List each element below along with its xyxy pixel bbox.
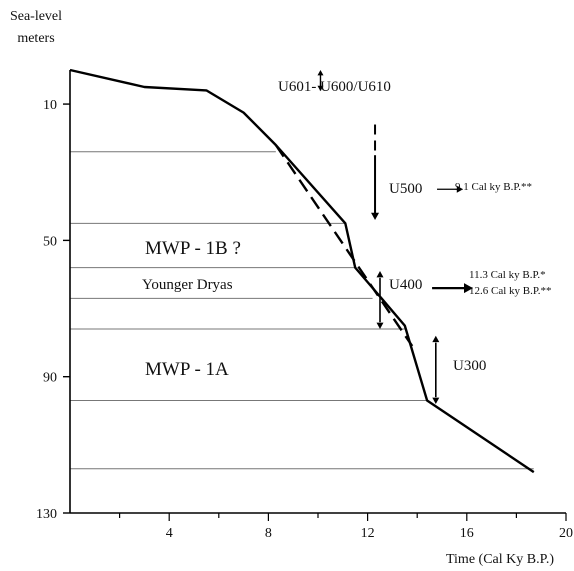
- axes: [63, 70, 567, 521]
- mwp1b-label: MWP - 1B ?: [145, 238, 241, 259]
- sea-level-curves: [69, 68, 535, 474]
- u500-age-label: 9.1 Cal ky B.P.**: [455, 181, 532, 193]
- tick-labels: 10 50 90 130 4 8 12 16 20: [36, 98, 573, 541]
- u601-arrow-head-down: [317, 85, 324, 92]
- u601-label: U601- U600/U610: [278, 79, 391, 95]
- u500-arrow-head: [371, 212, 380, 220]
- u601-arrow-head-up: [317, 70, 324, 76]
- u300-arrow-head-down: [432, 397, 440, 404]
- u400-arrow-head-down: [376, 322, 384, 329]
- series-line-solid: [69, 68, 535, 474]
- series-line-dashed: [274, 144, 414, 347]
- mwp1a-label: MWP - 1A: [145, 359, 229, 380]
- u400-label: U400: [389, 277, 422, 293]
- y-tick-label-50: 50: [43, 234, 57, 249]
- younger-dryas-label: Younger Dryas: [142, 277, 233, 293]
- u300-arrow-head-up: [432, 335, 440, 343]
- x-axis-title: Time (Cal Ky B.P.): [446, 552, 554, 567]
- u400-age1-label: 11.3 Cal ky B.P.*: [469, 269, 546, 281]
- y-axis-title-line1: Sea-level: [10, 9, 62, 24]
- x-tick-label-20: 20: [559, 526, 573, 541]
- x-tick-label-12: 12: [361, 526, 375, 541]
- y-tick-label-10: 10: [43, 98, 57, 113]
- y-axis-title-line2: meters: [17, 31, 54, 46]
- u300-label: U300: [453, 358, 486, 374]
- u500-label: U500: [389, 181, 422, 197]
- y-tick-label-90: 90: [43, 371, 57, 386]
- u400-age2-label: 12.6 Cal ky B.P.**: [469, 285, 552, 297]
- x-tick-label-4: 4: [166, 526, 173, 541]
- x-tick-label-8: 8: [265, 526, 272, 541]
- u400-right-arrow-head: [464, 283, 473, 294]
- u500-right-arrow-head: [456, 185, 464, 193]
- x-tick-label-16: 16: [460, 526, 474, 541]
- y-tick-label-130: 130: [36, 507, 57, 522]
- stratigraphic-boundary-lines: [70, 151, 534, 470]
- unit-arrows: [317, 70, 473, 404]
- u400-arrow-head-up: [376, 271, 384, 278]
